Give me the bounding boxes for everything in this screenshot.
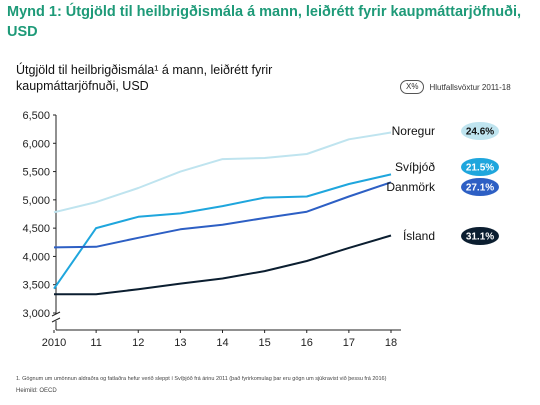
chart-lines (53, 131, 392, 296)
x-tick-label: 11 (90, 337, 101, 349)
growth-badge-value: 21.5% (466, 163, 494, 174)
x-tick-label: 14 (216, 337, 228, 349)
chart-series-labels: Noregur 24.6% Svíþjóð 21.5% Danmörk 27.1% Ísla… (386, 122, 499, 245)
series-label: Svíþjóð (395, 160, 435, 174)
x-tick-label: 16 (301, 337, 313, 349)
y-tick-label: 6,000 (22, 138, 50, 150)
x-tick-label: 13 (174, 337, 186, 349)
y-tick-label: 3,500 (22, 280, 50, 292)
chart-title: Útgjöld til heilbrigðismála¹ á mann, lei… (16, 63, 273, 93)
y-tick-label: 5,000 (22, 195, 50, 207)
footnote: 1. Gögnum um umönnun aldraðra og fatlaðr… (16, 376, 387, 382)
series-line-danmörk (53, 181, 392, 249)
growth-badge (461, 122, 499, 140)
growth-badge-value: 24.6% (466, 127, 494, 138)
x-tick-label: 15 (259, 337, 271, 349)
growth-legend-label: Hlutfallsvöxtur 2011-18 (429, 82, 511, 92)
y-tick-label: 6,500 (22, 110, 50, 122)
growth-badge (461, 158, 499, 176)
x-tick-label: 2010 (42, 337, 66, 349)
x-tick-label: 18 (385, 337, 397, 349)
series-label: Noregur (392, 124, 435, 138)
x-tick-label: 17 (343, 337, 355, 349)
series-line-svíþjóð (53, 173, 392, 290)
axis-break-mark (51, 317, 61, 323)
chart-axes: 3,000 3,500 4,000 4,500 5,000 5,500 6,000 6,500… (22, 110, 401, 349)
y-tick-label: 3,000 (22, 308, 50, 320)
axis-break-mark (51, 311, 61, 317)
growth-badge (461, 178, 499, 196)
source-note: Heimild: OECD (16, 388, 57, 394)
y-tick-label: 5,500 (22, 167, 50, 179)
y-tick-label: 4,500 (22, 223, 50, 235)
growth-badge-value: 27.1% (466, 183, 494, 194)
growth-badge-value: 31.1% (466, 232, 494, 243)
series-label: Danmörk (386, 180, 436, 194)
growth-legend-marker: X% (400, 80, 425, 94)
series-line-noregur (53, 131, 392, 214)
series-line-ísland (54, 234, 392, 296)
y-tick-label: 4,000 (22, 251, 50, 263)
growth-badge (461, 227, 499, 245)
growth-legend: X% Hlutfallsvöxtur 2011-18 (400, 80, 511, 94)
series-label: Ísland (403, 228, 435, 243)
figure-heading: Mynd 1: Útgjöld til heilbrigðismála á ma… (7, 4, 522, 40)
x-tick-label: 12 (132, 337, 144, 349)
